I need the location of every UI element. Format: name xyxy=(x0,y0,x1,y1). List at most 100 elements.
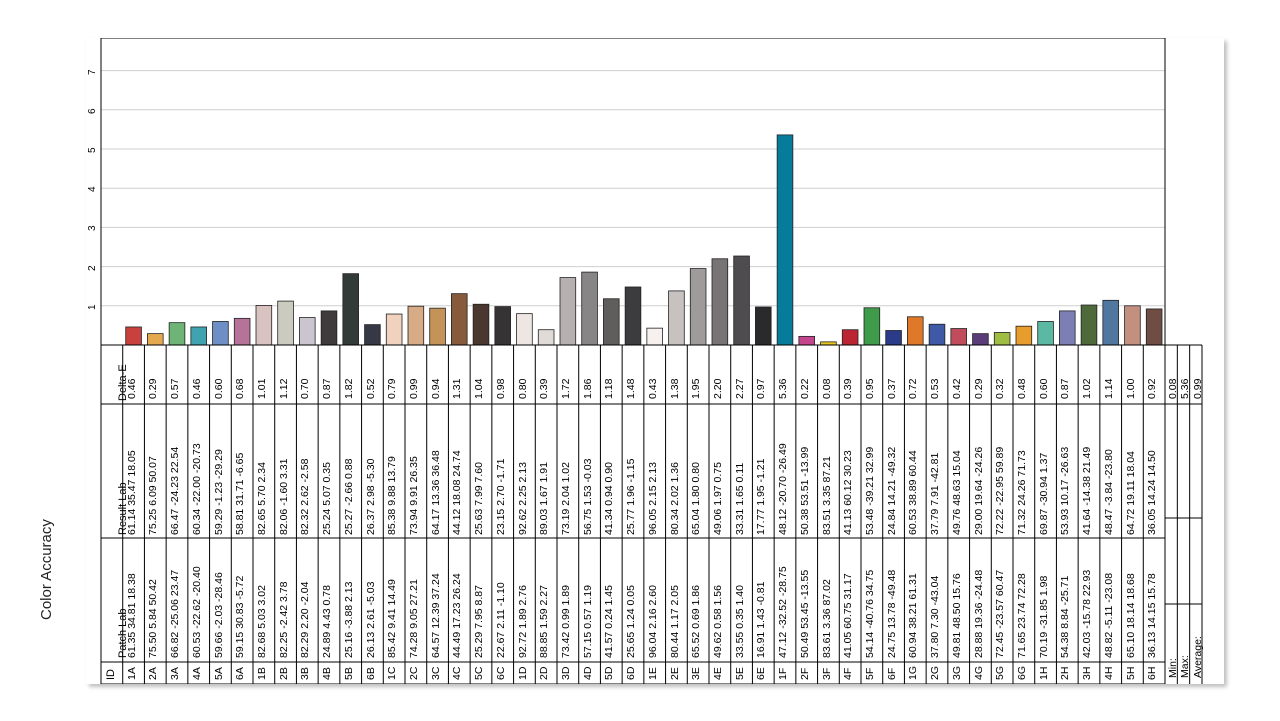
patch-id-5C: 5C xyxy=(473,666,486,680)
bar-6B xyxy=(364,324,381,346)
delta-e-1H: 0.60 xyxy=(1037,378,1050,399)
result-lab-3A: 66.47 -24.23 22.54 xyxy=(169,446,182,535)
delta-e-3G: 0.42 xyxy=(950,378,963,399)
patch-id-4C: 4C xyxy=(451,666,464,680)
patch-lab-5G: 72.45 -23.57 60.47 xyxy=(994,569,1007,658)
delta-e-1C: 0.79 xyxy=(386,378,399,399)
patch-id-3F: 3F xyxy=(820,667,833,680)
patch-id-5D: 5D xyxy=(603,666,616,680)
patch-id-3H: 3H xyxy=(1081,666,1094,680)
delta-e-3C: 0.94 xyxy=(429,378,442,399)
patch-lab-6E: 16.91 1.43 -0.81 xyxy=(755,581,768,658)
result-lab-4E: 49.06 1.97 0.75 xyxy=(712,462,724,535)
patch-id-1B: 1B xyxy=(256,667,268,680)
bar-3A xyxy=(168,322,186,346)
delta-e-3A: 0.57 xyxy=(169,378,182,399)
result-lab-1F: 48.12 -20.70 -26.49 xyxy=(777,443,790,535)
patch-lab-5E: 33.55 0.35 1.40 xyxy=(733,585,746,658)
patch-lab-3D: 73.42 0.99 1.89 xyxy=(560,585,572,658)
delta-e-4C: 1.31 xyxy=(451,378,464,399)
patch-lab-5D: 41.57 0.24 1.45 xyxy=(603,585,616,658)
result-lab-6C: 23.15 2.70 -1.71 xyxy=(494,458,507,535)
delta-e-3E: 1.95 xyxy=(690,378,703,399)
patch-lab-3F: 83.61 3.36 87.02 xyxy=(820,579,833,658)
bar-6G xyxy=(1015,325,1033,346)
result-lab-5B: 25.27 -2.66 0.88 xyxy=(342,458,355,535)
patch-lab-5A: 59.66 -2.03 -28.46 xyxy=(212,572,225,658)
delta-e-2D: 0.39 xyxy=(538,378,551,399)
bar-5E xyxy=(733,255,750,346)
bar-4D xyxy=(581,271,598,346)
bar-5C xyxy=(472,303,490,346)
result-lab-5E: 33.31 1.65 0.11 xyxy=(733,462,746,535)
delta-e-2G: 0.53 xyxy=(929,378,942,399)
delta-e-2H: 0.87 xyxy=(1059,378,1072,399)
bar-4B xyxy=(320,310,338,346)
result-lab-5A: 59.29 -1.23 -29.29 xyxy=(212,449,225,535)
result-lab-2A: 75.25 6.09 50.07 xyxy=(147,456,160,535)
patch-lab-1C: 85.42 9.41 14.49 xyxy=(386,579,399,658)
delta-e-5C: 1.04 xyxy=(473,378,486,399)
patch-id-6H: 6H xyxy=(1146,666,1159,680)
patch-id-1C: 1C xyxy=(386,666,399,680)
patch-lab-3H: 42.03 -15.78 22.93 xyxy=(1081,569,1094,658)
result-lab-2F: 50.38 53.51 -13.99 xyxy=(798,446,811,535)
patch-id-6F: 6F xyxy=(885,667,898,680)
delta-e-5H: 1.00 xyxy=(1124,378,1137,399)
result-lab-6E: 17.77 1.95 -1.21 xyxy=(755,458,768,535)
bar-1H xyxy=(1037,321,1054,346)
patch-id-6D: 6D xyxy=(625,666,638,680)
result-lab-5D: 41.34 0.94 0.90 xyxy=(603,462,616,535)
patch-id-2D: 2D xyxy=(538,666,551,680)
bar-4G xyxy=(972,333,989,346)
patch-id-1G: 1G xyxy=(907,665,920,680)
patch-lab-4C: 44.49 17.23 26.24 xyxy=(451,573,464,658)
patch-lab-1B: 82.68 5.03 3.02 xyxy=(256,585,268,658)
bar-2G xyxy=(928,323,946,346)
patch-lab-6A: 59.15 30.83 -5.72 xyxy=(234,575,247,658)
delta-e-5E: 2.27 xyxy=(733,378,746,399)
patch-id-4B: 4B xyxy=(321,667,334,680)
result-lab-2B: 82.06 -1.60 3.31 xyxy=(277,458,290,535)
patch-id-6G: 6G xyxy=(1016,665,1028,680)
delta-e-2B: 1.12 xyxy=(277,378,290,399)
delta-e-6H: 0.92 xyxy=(1146,378,1159,399)
summary-avg-label: Average: xyxy=(1191,636,1204,678)
result-lab-6A: 58.81 31.71 -6.65 xyxy=(234,452,247,535)
patch-lab-2B: 82.25 -2.42 3.78 xyxy=(277,581,290,658)
patch-id-4G: 4G xyxy=(972,665,985,680)
delta-e-4D: 1.86 xyxy=(581,378,594,399)
delta-e-6C: 0.98 xyxy=(494,378,507,399)
bar-1F xyxy=(776,134,794,346)
bar-3H xyxy=(1080,304,1098,346)
summary-min-label: Min: xyxy=(1167,658,1179,678)
result-lab-3G: 49.76 48.63 15.04 xyxy=(950,450,963,535)
delta-e-5G: 0.32 xyxy=(994,378,1007,399)
summary-max-label: Max: xyxy=(1179,655,1192,678)
patch-lab-1D: 92.72 1.89 2.76 xyxy=(516,585,529,658)
bar-6A xyxy=(233,317,251,346)
bar-2A xyxy=(147,333,164,346)
patch-id-4A: 4A xyxy=(190,667,203,680)
patch-id-1F: 1F xyxy=(777,667,790,680)
delta-e-6E: 0.97 xyxy=(755,378,768,399)
summary-min-value: 0.08 xyxy=(1167,378,1179,399)
patch-lab-4G: 28.88 19.36 -24.48 xyxy=(972,569,985,658)
result-lab-5G: 72.22 -22.95 59.89 xyxy=(994,446,1007,535)
summary-avg-value: 0.99 xyxy=(1191,378,1204,399)
bar-6D xyxy=(624,286,642,346)
result-lab-1C: 85.38 9.88 13.79 xyxy=(386,456,399,535)
y-tick-label: 1 xyxy=(87,304,98,310)
result-lab-3B: 82.32 2.62 -2.58 xyxy=(299,458,312,535)
patch-lab-2F: 50.49 53.45 -13.55 xyxy=(798,569,811,658)
chart-side-title: Color Accuracy xyxy=(38,519,55,620)
bar-2F xyxy=(798,335,815,346)
bar-1D xyxy=(516,313,533,346)
y-tick-label: 4 xyxy=(87,186,98,193)
bar-5A xyxy=(212,321,229,346)
result-lab-3C: 64.17 13.36 36.48 xyxy=(429,450,442,535)
delta-e-6B: 0.52 xyxy=(364,378,377,399)
result-lab-1B: 82.65 5.70 2.34 xyxy=(256,462,268,535)
delta-e-4F: 0.39 xyxy=(842,378,855,399)
patch-lab-2E: 80.44 1.17 2.05 xyxy=(668,585,681,658)
